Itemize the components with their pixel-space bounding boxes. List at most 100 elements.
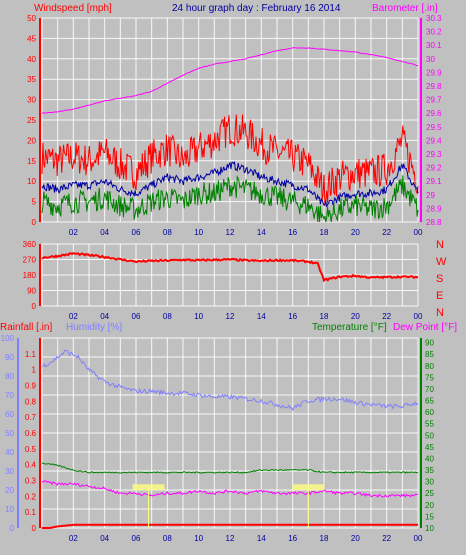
baro-axis-tick: 30.1 [426,41,442,50]
temperature-axis-tick: 85 [425,350,434,359]
baro-axis-tick: 29.8 [426,82,442,91]
x-tick-label: 02 [69,228,78,237]
x-tick-label: 00 [414,312,423,321]
wind-low-series [41,174,419,223]
temperature-axis-tick: 10 [425,524,434,533]
x-tick-label: 14 [257,534,266,543]
x-tick-label: 20 [351,228,360,237]
rainfall-axis-label: Rainfall [.in] [0,322,52,333]
rain-axis-tick: 0.3 [25,477,37,486]
x-tick-label: 12 [226,312,235,321]
baro-axis-tick: 29.9 [426,68,442,77]
barometer-series [41,47,419,114]
wind-axis-tick: 50 [27,14,36,23]
rain-axis-tick: 0.1 [25,508,37,517]
x-tick-label: 16 [288,312,297,321]
direction-axis-tick: 360 [23,240,37,249]
baro-axis-tick: 29.7 [426,96,442,105]
x-tick-label: 12 [226,228,235,237]
rain-axis-tick: 1.1 [25,350,37,359]
x-tick-label: 20 [351,534,360,543]
baro-axis-tick: 30.2 [426,28,442,37]
wind-axis-tick: 35 [27,75,36,84]
x-tick-label: 16 [288,228,297,237]
x-tick-label: 06 [132,312,141,321]
x-tick-label: 02 [69,312,78,321]
x-tick-label: 14 [257,228,266,237]
temperature-axis-tick: 35 [425,466,434,475]
wind-axis-tick: 40 [27,55,36,64]
direction-axis-tick: 90 [27,287,36,296]
rain-axis-tick: 0.5 [25,445,37,454]
dewpoint-series [41,480,419,498]
wind-axis-tick: 30 [27,96,36,105]
baro-axis-tick: 28.8 [426,218,442,227]
baro-axis-tick: 29.2 [426,164,442,173]
baro-axis-tick: 29.1 [426,177,442,186]
baro-axis-tick: 29.4 [426,136,442,145]
humidity-axis-tick: 90 [5,353,14,362]
compass-label: N [436,239,444,251]
temperature-axis-tick: 80 [425,362,434,371]
temperature-axis-tick: 60 [425,408,434,417]
baro-axis-tick: 30 [426,55,435,64]
humidity-axis-tick: 10 [5,505,14,514]
compass-label: S [436,273,443,285]
event-marker-cap [292,484,325,491]
x-tick-label: 04 [100,312,109,321]
humidity-axis-tick: 50 [5,429,14,438]
x-tick-label: 00 [414,534,423,543]
windspeed-axis-label: Windspeed [mph] [34,3,112,14]
barometer-axis-label: Barometer [.in] [372,3,438,14]
direction-axis-tick: 0 [32,302,37,311]
wind-avg-series [41,160,419,208]
rainfall-series [42,523,418,529]
temperature-axis-tick: 20 [425,501,434,510]
temperature-axis-tick: 15 [425,512,434,521]
wind-axis-tick: 5 [32,198,37,207]
wind-direction-series [41,251,419,283]
compass-label: E [436,290,443,302]
rain-axis-tick: 0.7 [25,413,37,422]
humidity-axis-label: Humidity [%] [66,322,122,333]
x-tick-label: 10 [194,228,203,237]
wind-axis-tick: 10 [27,177,36,186]
x-tick-label: 18 [320,534,329,543]
humidity-axis-tick: 0 [10,524,15,533]
humidity-axis-tick: 20 [5,486,14,495]
temperature-axis-tick: 65 [425,397,434,406]
x-tick-label: 18 [320,228,329,237]
x-tick-label: 08 [163,312,172,321]
humidity-series [41,349,419,412]
x-tick-label: 04 [100,534,109,543]
temperature-axis-tick: 40 [425,454,434,463]
wind-axis-tick: 15 [27,157,36,166]
humidity-axis-tick: 100 [1,334,15,343]
humidity-axis-tick: 40 [5,448,14,457]
x-tick-label: 10 [194,534,203,543]
x-tick-label: 16 [288,534,297,543]
temperature-axis-tick: 70 [425,385,434,394]
baro-axis-tick: 29.3 [426,150,442,159]
humidity-axis-tick: 70 [5,391,14,400]
direction-axis-tick: 270 [23,256,37,265]
baro-axis-tick: 29.6 [426,109,442,118]
x-tick-label: 22 [382,228,391,237]
humidity-axis-tick: 80 [5,372,14,381]
x-tick-label: 18 [320,312,329,321]
wind-gust-series [41,114,419,206]
baro-axis-tick: 29 [426,191,435,200]
rain-axis-tick: 0.4 [25,461,37,470]
x-tick-label: 20 [351,312,360,321]
x-tick-label: 06 [132,228,141,237]
dewpoint-axis-label: Dew Point [°F] [393,322,457,333]
rain-axis-tick: 1 [32,366,37,375]
x-tick-label: 22 [382,534,391,543]
temperature-axis-tick: 25 [425,489,434,498]
event-marker-cap [132,484,165,491]
temperature-axis-tick: 75 [425,373,434,382]
humidity-axis-tick: 30 [5,467,14,476]
